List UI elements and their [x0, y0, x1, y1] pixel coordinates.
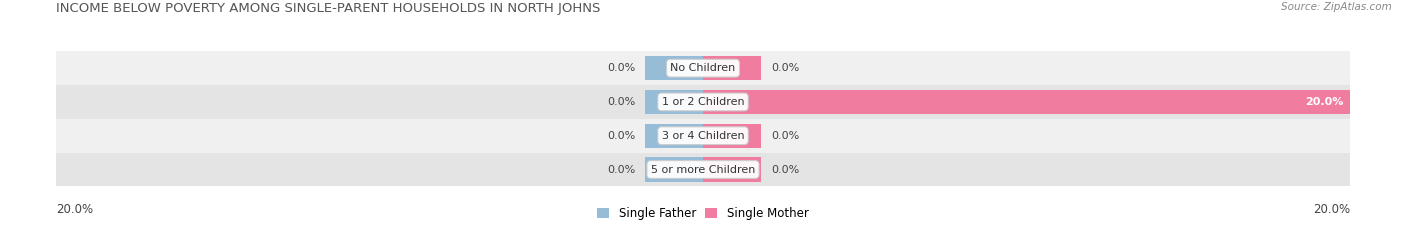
- Text: 20.0%: 20.0%: [1313, 203, 1350, 216]
- Text: 0.0%: 0.0%: [770, 63, 799, 73]
- Text: INCOME BELOW POVERTY AMONG SINGLE-PARENT HOUSEHOLDS IN NORTH JOHNS: INCOME BELOW POVERTY AMONG SINGLE-PARENT…: [56, 2, 600, 15]
- Bar: [56, 153, 1350, 186]
- Text: 0.0%: 0.0%: [607, 131, 636, 141]
- Bar: [703, 123, 761, 148]
- Text: 20.0%: 20.0%: [1305, 97, 1343, 107]
- Text: 5 or more Children: 5 or more Children: [651, 164, 755, 175]
- Bar: [703, 56, 761, 80]
- Bar: [56, 85, 1350, 119]
- Text: 0.0%: 0.0%: [770, 131, 799, 141]
- Text: 0.0%: 0.0%: [607, 63, 636, 73]
- Bar: [645, 56, 703, 80]
- Bar: [645, 90, 703, 114]
- Text: Source: ZipAtlas.com: Source: ZipAtlas.com: [1281, 2, 1392, 12]
- Bar: [56, 51, 1350, 85]
- Bar: [645, 157, 703, 182]
- Bar: [645, 123, 703, 148]
- Text: 3 or 4 Children: 3 or 4 Children: [662, 131, 744, 141]
- Text: 0.0%: 0.0%: [607, 164, 636, 175]
- Text: 20.0%: 20.0%: [56, 203, 93, 216]
- Text: 0.0%: 0.0%: [607, 97, 636, 107]
- Bar: [56, 119, 1350, 153]
- Text: No Children: No Children: [671, 63, 735, 73]
- Bar: [703, 90, 1350, 114]
- Text: 1 or 2 Children: 1 or 2 Children: [662, 97, 744, 107]
- Text: 0.0%: 0.0%: [770, 164, 799, 175]
- Legend: Single Father, Single Mother: Single Father, Single Mother: [593, 202, 813, 225]
- Bar: [703, 157, 761, 182]
